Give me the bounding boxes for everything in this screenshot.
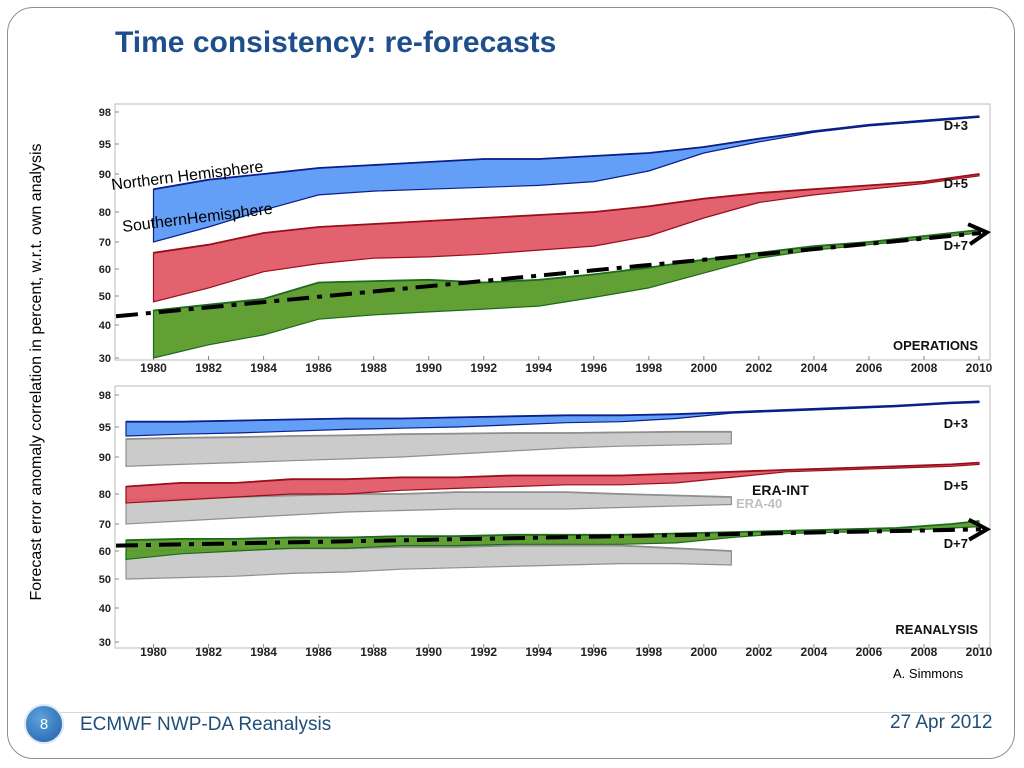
y-tick-label: 50: [99, 291, 111, 303]
x-tick-label: 1998: [635, 645, 662, 659]
x-tick-label: 2006: [856, 361, 883, 375]
x-tick-label: 1990: [415, 645, 442, 659]
x-tick-label: 1986: [305, 645, 332, 659]
panel-label: REANALYSIS: [895, 622, 978, 637]
x-tick-label: 2010: [966, 361, 993, 375]
x-tick-label: 1996: [580, 361, 607, 375]
trend-line: [115, 527, 982, 548]
y-tick-label: 50: [99, 574, 111, 586]
x-tick-label: 1984: [250, 361, 277, 375]
legend-era-40: ERA-40: [736, 496, 782, 511]
x-tick-label: 1994: [525, 361, 552, 375]
series-line-d-3: [126, 400, 980, 423]
x-tick-label: 1990: [415, 361, 442, 375]
x-tick-label: 2006: [856, 645, 883, 659]
y-tick-label: 70: [99, 519, 111, 531]
band-label: D+3: [944, 416, 968, 431]
y-tick-label: 60: [99, 546, 111, 558]
y-tick-label: 60: [99, 264, 111, 276]
trend-arrow-head: [967, 222, 992, 246]
y-tick-label: 98: [99, 107, 111, 119]
series-line-era-40-d-3: [125, 430, 732, 440]
x-tick-label: 1980: [140, 645, 167, 659]
x-tick-label: 2002: [746, 361, 773, 375]
chart-panel-reanalysis: 30 40 50 60 70 80 90 95 98 1980 1982 1984 1986 1988 19…: [99, 385, 993, 659]
footer-divider: [60, 712, 990, 713]
x-tick-label: 1982: [195, 645, 222, 659]
y-tick-label: 30: [99, 353, 111, 365]
x-tick-label: 2008: [911, 645, 938, 659]
panel-label: OPERATIONS: [893, 338, 978, 353]
x-tick-label: 2002: [746, 645, 773, 659]
y-tick-label: 80: [99, 489, 111, 501]
y-tick-label: 40: [99, 320, 111, 332]
x-tick-label: 1988: [360, 361, 387, 375]
footer-title: ECMWF NWP-DA Reanalysis: [80, 714, 332, 735]
y-tick-label: 95: [99, 422, 111, 434]
x-tick-label: 1988: [360, 645, 387, 659]
x-tick-label: 1984: [250, 645, 277, 659]
x-tick-label: 2010: [966, 645, 993, 659]
trend-arrow-head: [967, 517, 992, 542]
x-tick-label: 1998: [635, 361, 662, 375]
page-number-badge: 8: [24, 704, 64, 744]
x-tick-label: 2004: [801, 645, 828, 659]
x-tick-label: 1992: [470, 645, 497, 659]
y-tick-label: 40: [99, 603, 111, 615]
y-tick-label: 95: [99, 139, 111, 151]
x-tick-label: 1994: [525, 645, 552, 659]
slide-frame: [7, 7, 1015, 759]
y-tick-label: 80: [99, 207, 111, 219]
band-label: D+5: [944, 478, 968, 493]
band-label: D+7: [944, 238, 968, 253]
y-tick-label: 90: [99, 452, 111, 464]
footer-date: 27 Apr 2012: [890, 712, 993, 733]
x-tick-label: 1982: [195, 361, 222, 375]
band-label: D+5: [944, 176, 968, 191]
trend-line: [115, 231, 982, 319]
band-label: D+3: [944, 118, 968, 133]
series-line-d-3: [153, 115, 980, 191]
series-line-d-7: [125, 520, 980, 542]
y-tick-label: 70: [99, 237, 111, 249]
series-line-d-5: [153, 173, 980, 254]
x-tick-label: 2004: [801, 361, 828, 375]
series-line-d-7: [153, 229, 980, 312]
x-tick-label: 1992: [470, 361, 497, 375]
legend-era-int: ERA-INT: [752, 482, 809, 498]
x-tick-label: 1980: [140, 361, 167, 375]
x-tick-label: 2000: [690, 361, 717, 375]
y-tick-label: 90: [99, 169, 111, 181]
x-tick-label: 2000: [690, 645, 717, 659]
x-tick-label: 1996: [580, 645, 607, 659]
chart-panel-operations: 30 40 50 60 70 80 90 95 98 1980 1982 1984 1986 1988 19…: [99, 103, 993, 375]
credit-text: A. Simmons: [893, 666, 964, 681]
slide-title: Time consistency: re-forecasts: [115, 26, 557, 59]
y-tick-label: 30: [99, 637, 111, 649]
y-tick-label: 98: [99, 390, 111, 402]
x-tick-label: 2008: [911, 361, 938, 375]
x-tick-label: 1986: [305, 361, 332, 375]
series-line-d-5: [125, 461, 980, 488]
band-label: D+7: [944, 536, 968, 551]
